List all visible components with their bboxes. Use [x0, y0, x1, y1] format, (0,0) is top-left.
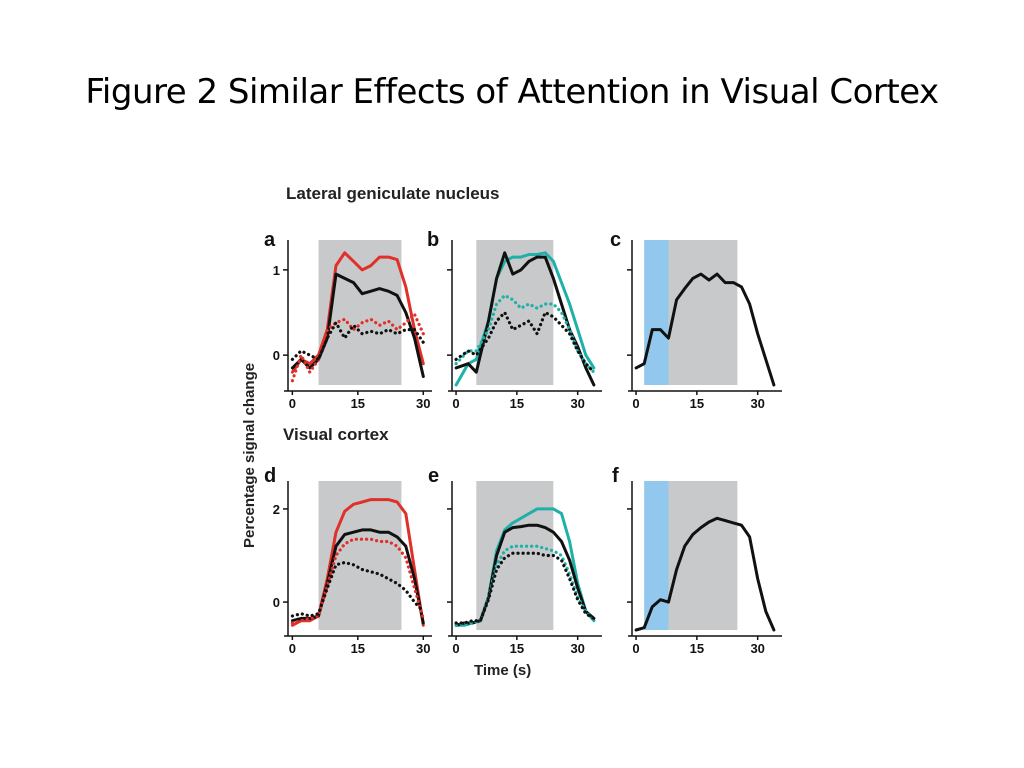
- panel-e-series-teal-dotted: [454, 544, 596, 627]
- x-axis-title: Time (s): [474, 662, 531, 679]
- panel-d-x-tick-label: 15: [351, 641, 365, 656]
- panel-d-x-tick-label: 0: [289, 641, 296, 656]
- panel-d-label: d: [264, 465, 276, 487]
- panel-f-blue-band: [644, 481, 669, 630]
- panel-a-series-red-dotted: [290, 312, 425, 383]
- panel-d: 2 0 0 15 30 d: [264, 465, 432, 656]
- panel-a-x-tick-label: 30: [416, 396, 430, 411]
- panel-c-series-black-solid: [634, 272, 776, 387]
- panel-d-series-red-dotted: [290, 537, 425, 625]
- panel-b-series-teal-dotted: [454, 293, 596, 374]
- panel-d-series-black-solid: [290, 528, 425, 625]
- panel-c-x-tick-label: 15: [690, 396, 704, 411]
- panel-c-gray-band: [668, 240, 738, 385]
- panel-a-y-tick-label: 0: [273, 348, 280, 363]
- panel-b-label: b: [427, 229, 439, 251]
- panel-e-series-black-solid: [454, 523, 596, 627]
- panel-c: 0 15 30 c: [610, 229, 782, 411]
- panel-d-x-tick-label: 30: [416, 641, 430, 656]
- panel-f-x-tick-label: 30: [750, 641, 764, 656]
- panel-d-y-tick-label: 2: [273, 502, 280, 517]
- panel-b-x-tick-label: 15: [510, 396, 524, 411]
- panel-b-x-tick-label: 0: [452, 396, 459, 411]
- panel-f: 0 15 30 f: [612, 465, 782, 656]
- panel-c-x-tick-label: 0: [632, 396, 639, 411]
- panel-f-gray-band: [668, 481, 738, 630]
- panel-e-x-tick-label: 15: [510, 641, 524, 656]
- panel-a-x-tick-label: 0: [289, 396, 296, 411]
- y-axis-title: Percentage signal change: [241, 363, 258, 548]
- panel-c-blue-band: [644, 240, 669, 385]
- panel-d-y-tick-label: 0: [273, 595, 280, 610]
- slide-title: Figure 2 Similar Effects of Attention in…: [85, 72, 939, 112]
- panel-a-gray-band: [318, 240, 402, 385]
- panel-f-series-black-solid: [634, 516, 776, 632]
- panel-f-x-tick-label: 0: [632, 641, 639, 656]
- panel-e-x-tick-label: 0: [452, 641, 459, 656]
- panel-a-label: a: [264, 229, 276, 251]
- panel-e-label: e: [428, 465, 439, 487]
- panel-b-series-black-dotted: [454, 310, 596, 374]
- panel-a-series-red-solid: [290, 251, 425, 374]
- panel-a: 1 0 0 15 30 a: [264, 229, 432, 411]
- panel-e: 0 15 30 e: [428, 465, 602, 656]
- panel-a-x-tick-label: 15: [351, 396, 365, 411]
- panel-e-x-tick-label: 30: [570, 641, 584, 656]
- panel-a-y-tick-label: 1: [273, 263, 280, 278]
- panel-c-label: c: [610, 229, 621, 251]
- panel-f-label: f: [612, 465, 619, 487]
- panel-d-series-black-dotted: [290, 560, 425, 618]
- bottom-section-label: Visual cortex: [283, 425, 389, 444]
- panel-b-x-tick-label: 30: [570, 396, 584, 411]
- top-section-label: Lateral geniculate nucleus: [286, 184, 500, 203]
- panel-e-gray-band: [476, 481, 554, 630]
- panel-f-x-tick-label: 15: [690, 641, 704, 656]
- panel-a-series-black-dotted: [290, 321, 425, 361]
- panel-c-x-tick-label: 30: [750, 396, 764, 411]
- panels-group: 1 0 0 15 30 a 0 15 30 b 0 15 30 c 2 0 0 15 30 d 0 15 30 e 0 15 30 f: [264, 229, 782, 656]
- panel-b-gray-band: [476, 240, 554, 385]
- panel-b: 0 15 30 b: [427, 229, 602, 411]
